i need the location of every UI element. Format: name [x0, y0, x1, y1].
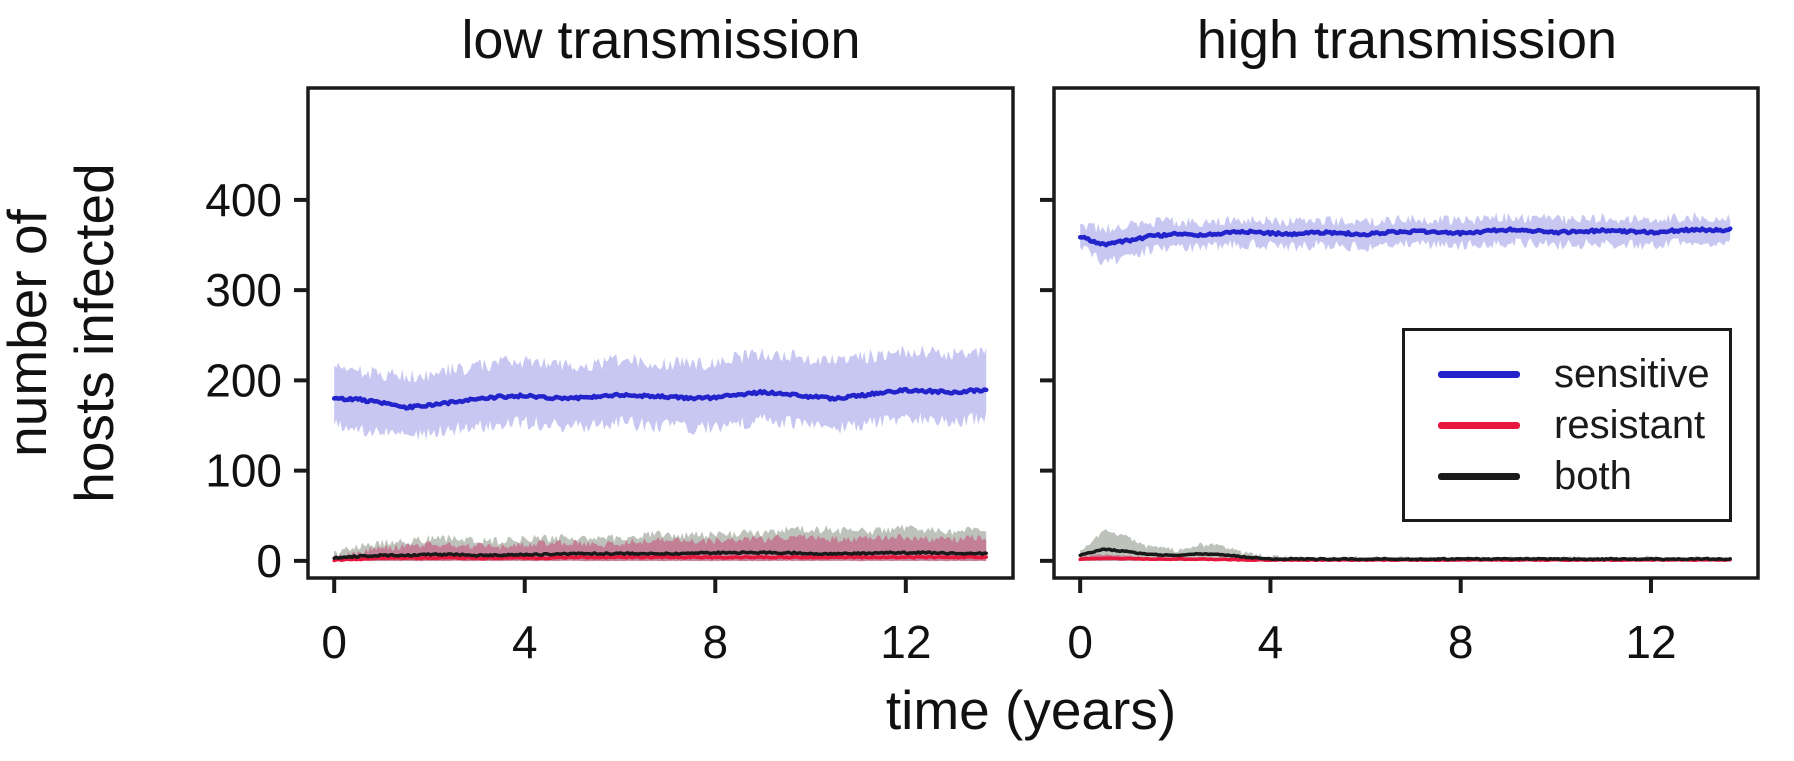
panel-high-axes: 0 4 8 12	[1040, 197, 1677, 668]
legend-line-both-icon	[1438, 472, 1520, 480]
legend-line-sensitive-icon	[1438, 370, 1520, 378]
x-tick-label: 0	[321, 616, 347, 668]
panel-box-low-transmission	[306, 86, 1015, 580]
y-tick-label: 0	[256, 535, 282, 587]
panel-box-high-transmission	[1052, 86, 1760, 580]
panel-title-low-transmission: low transmission	[461, 10, 860, 70]
y-tick-label: 400	[205, 174, 282, 226]
legend-item-sensitive: sensitive	[1438, 354, 1729, 394]
panel-low-bands	[334, 345, 987, 562]
sensitive-line	[1077, 226, 1733, 248]
x-tick-label: 12	[1625, 616, 1676, 668]
panel-title-high-transmission: high transmission	[1197, 10, 1617, 70]
sensitive-line	[331, 386, 989, 411]
x-tick-label: 8	[702, 616, 728, 668]
panel-high-lines	[1077, 226, 1733, 563]
panel-low-lines	[331, 386, 989, 563]
y-axis-label-line2: hosts infected	[63, 163, 125, 502]
both-line	[1078, 547, 1732, 562]
sensitive-band	[1080, 211, 1731, 265]
x-tick-label: 4	[1258, 616, 1284, 668]
legend: sensitive resistant both	[1402, 328, 1732, 522]
resistant-line	[332, 554, 988, 563]
sensitive-band	[334, 345, 987, 441]
y-tick-label: 300	[205, 264, 282, 316]
x-tick-label: 12	[880, 616, 931, 668]
legend-label-resistant: resistant	[1554, 403, 1706, 447]
x-tick-label: 4	[512, 616, 538, 668]
y-axis-label-line1: number of	[0, 208, 58, 456]
legend-line-resistant-icon	[1438, 421, 1520, 429]
x-tick-label: 0	[1067, 616, 1093, 668]
both-line	[332, 550, 988, 560]
x-axis-label: time (years)	[886, 679, 1176, 741]
legend-label-both: both	[1554, 454, 1632, 498]
legend-item-resistant: resistant	[1438, 405, 1729, 445]
y-tick-label: 200	[205, 354, 282, 406]
panel-low-axes: 0 100 200 300 400 0 4 8 12	[205, 174, 931, 668]
legend-item-both: both	[1438, 456, 1729, 496]
legend-label-sensitive: sensitive	[1554, 352, 1710, 396]
x-tick-label: 8	[1448, 616, 1474, 668]
y-tick-label: 100	[205, 445, 282, 497]
